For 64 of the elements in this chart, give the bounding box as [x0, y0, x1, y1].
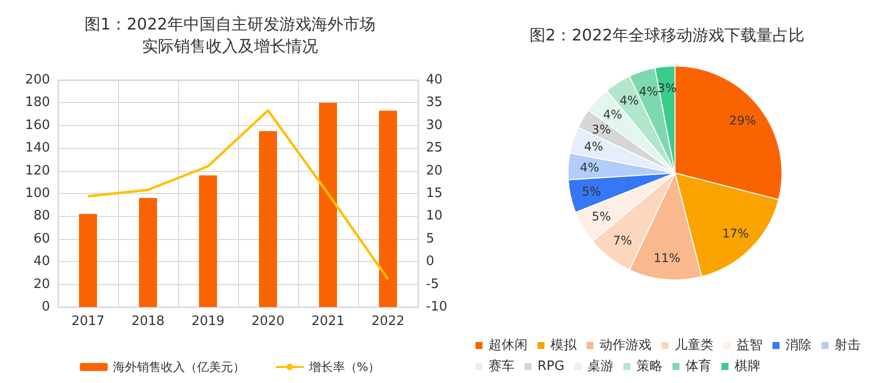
- data-label: 7%: [613, 234, 632, 248]
- legend-label: 体育: [685, 358, 712, 374]
- y-tick-label: 20: [33, 276, 50, 292]
- data-label: 4%: [603, 107, 622, 122]
- x-tick-label: 2017: [71, 314, 105, 329]
- y-tick-label: 40: [33, 254, 50, 270]
- y2-tick-label: 15: [426, 186, 443, 201]
- legend-label: 超休闲: [488, 338, 528, 353]
- data-label: 4%: [620, 94, 639, 108]
- legend-label: 模拟: [550, 338, 578, 353]
- data-label: 5%: [582, 184, 601, 199]
- bar: [79, 214, 97, 307]
- y-tick-label: 60: [33, 231, 50, 246]
- x-tick-label: 2022: [371, 314, 405, 329]
- x-tick-label: 2021: [311, 314, 345, 329]
- chart-title: 图1：2022年中国自主研发游戏海外市场实际销售收入及增长情况: [84, 14, 376, 56]
- legend-label: 消除: [786, 338, 812, 353]
- data-label: 4%: [584, 140, 604, 154]
- bar: [259, 131, 277, 307]
- data-label: 5%: [592, 210, 611, 224]
- legend-label: 策略: [636, 359, 662, 374]
- y2-tick-label: -10: [426, 300, 448, 314]
- x-tick-label: 2019: [191, 314, 225, 329]
- bar: [199, 175, 217, 307]
- y2-tick-label: 35: [426, 95, 443, 110]
- data-label: 29%: [729, 114, 756, 128]
- y-tick-label: 100: [25, 186, 50, 201]
- data-label: 4%: [639, 84, 658, 99]
- y2-tick-label: 20: [426, 163, 443, 178]
- legend-label: 射击: [834, 338, 860, 353]
- legend-label: 益智: [736, 338, 762, 353]
- bar: [319, 102, 337, 307]
- y-tick-label: 0: [42, 300, 50, 314]
- legend-label: 增长率（%）: [308, 360, 380, 374]
- y-tick-label: 80: [33, 208, 50, 224]
- legend-label: 动作游戏: [600, 338, 652, 353]
- legend-label: 棋牌: [734, 359, 760, 374]
- bar: [379, 110, 397, 307]
- y2-tick-label: 0: [426, 254, 434, 270]
- y2-tick-label: 10: [426, 208, 443, 224]
- data-label: 3%: [592, 122, 611, 136]
- x-tick-label: 2018: [131, 314, 165, 329]
- y-tick-label: 180: [25, 95, 50, 110]
- legend-label: RPG: [538, 359, 564, 374]
- chart-title: 图2：2022年全球移动游戏下载量占比: [530, 26, 804, 44]
- line-series: [86, 109, 390, 281]
- data-label: 4%: [580, 160, 600, 175]
- y2-tick-label: 40: [426, 72, 443, 88]
- y2-tick-label: 30: [426, 118, 443, 133]
- data-label: 17%: [722, 226, 749, 241]
- y-tick-label: 140: [25, 140, 50, 156]
- y-tick-label: 160: [25, 118, 50, 133]
- data-label: 11%: [654, 251, 680, 266]
- y2-tick-label: -5: [426, 276, 439, 292]
- y2-tick-label: 25: [426, 140, 443, 156]
- legend-label: 赛车: [488, 358, 514, 374]
- y-tick-label: 120: [25, 163, 50, 178]
- bar: [139, 198, 157, 307]
- y2-tick-label: 5: [426, 231, 434, 246]
- legend-label: 桌游: [587, 359, 614, 374]
- legend-label: 儿童类: [674, 337, 714, 353]
- y-tick-label: 200: [25, 72, 50, 88]
- legend-label: 海外销售收入（亿美元）: [112, 360, 245, 374]
- x-tick-label: 2020: [251, 314, 285, 329]
